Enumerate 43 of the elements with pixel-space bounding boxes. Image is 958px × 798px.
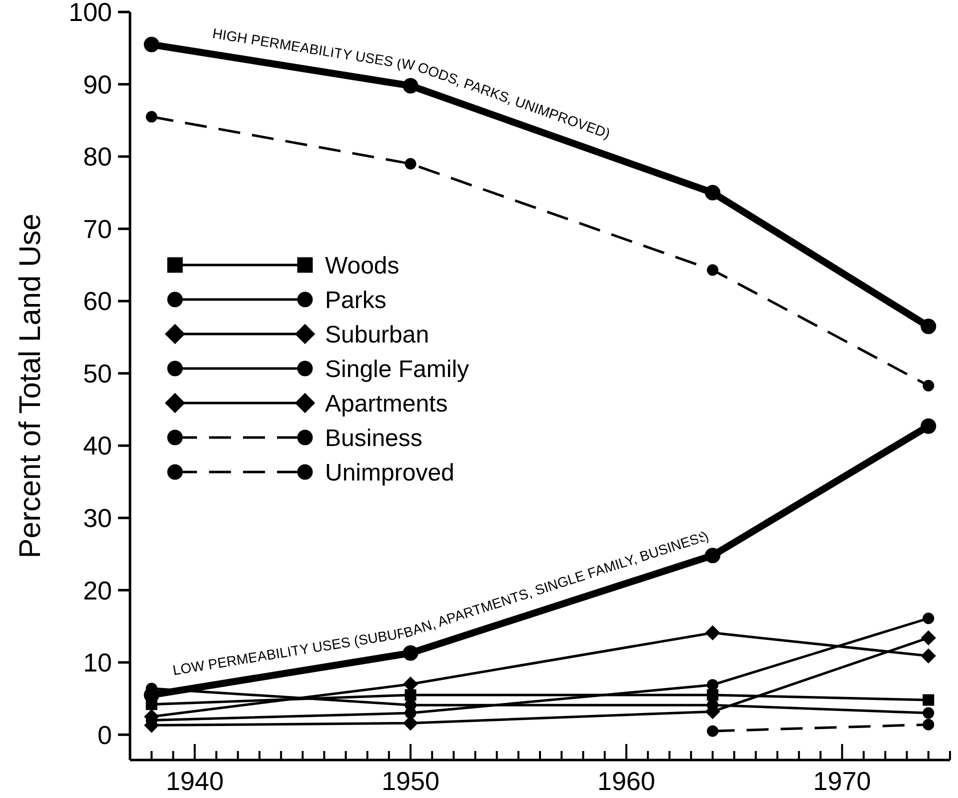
y-tick-label: 100 xyxy=(68,0,112,28)
point xyxy=(704,184,720,200)
point xyxy=(705,626,720,640)
y-tick-label: 0 xyxy=(98,720,112,750)
legend-label: Business xyxy=(325,424,422,452)
x-tick-label: 1950 xyxy=(382,766,440,796)
point xyxy=(920,318,936,334)
y-tick-label: 50 xyxy=(83,358,112,388)
y-tick-label: 40 xyxy=(83,430,112,461)
point xyxy=(403,676,418,692)
point xyxy=(706,679,718,691)
y-tick-label: 70 xyxy=(83,214,112,244)
y-tick-label: 60 xyxy=(83,286,112,316)
y-tick-label: 30 xyxy=(83,502,112,533)
point xyxy=(146,698,158,710)
point xyxy=(922,612,934,624)
legend-label: Apartments xyxy=(325,390,448,418)
legend-label: Suburban xyxy=(325,321,430,348)
y-tick-label: 90 xyxy=(83,69,112,100)
legend-label: Single Family xyxy=(325,356,470,383)
y-tick-label: 80 xyxy=(83,142,112,172)
point xyxy=(706,725,718,737)
point xyxy=(920,418,936,434)
point xyxy=(921,630,936,646)
x-tick-label: 1960 xyxy=(597,766,656,796)
point xyxy=(706,264,718,276)
legend-label: Unimproved xyxy=(325,459,454,486)
legend-label: Parks xyxy=(325,286,386,314)
point xyxy=(144,36,160,52)
point xyxy=(404,689,416,701)
point xyxy=(922,718,934,730)
y-tick-label: 10 xyxy=(83,648,112,678)
point xyxy=(922,694,934,706)
point xyxy=(404,158,416,170)
point xyxy=(921,648,936,664)
x-tick-label: 1970 xyxy=(813,766,872,796)
point xyxy=(922,707,934,719)
point xyxy=(146,111,158,123)
point xyxy=(922,380,934,392)
y-tick-label: 20 xyxy=(83,575,112,606)
legend-label: Woods xyxy=(325,252,400,280)
x-tick-label: 1940 xyxy=(166,766,224,796)
y-axis-title: Percent of Total Land Use xyxy=(14,214,47,558)
